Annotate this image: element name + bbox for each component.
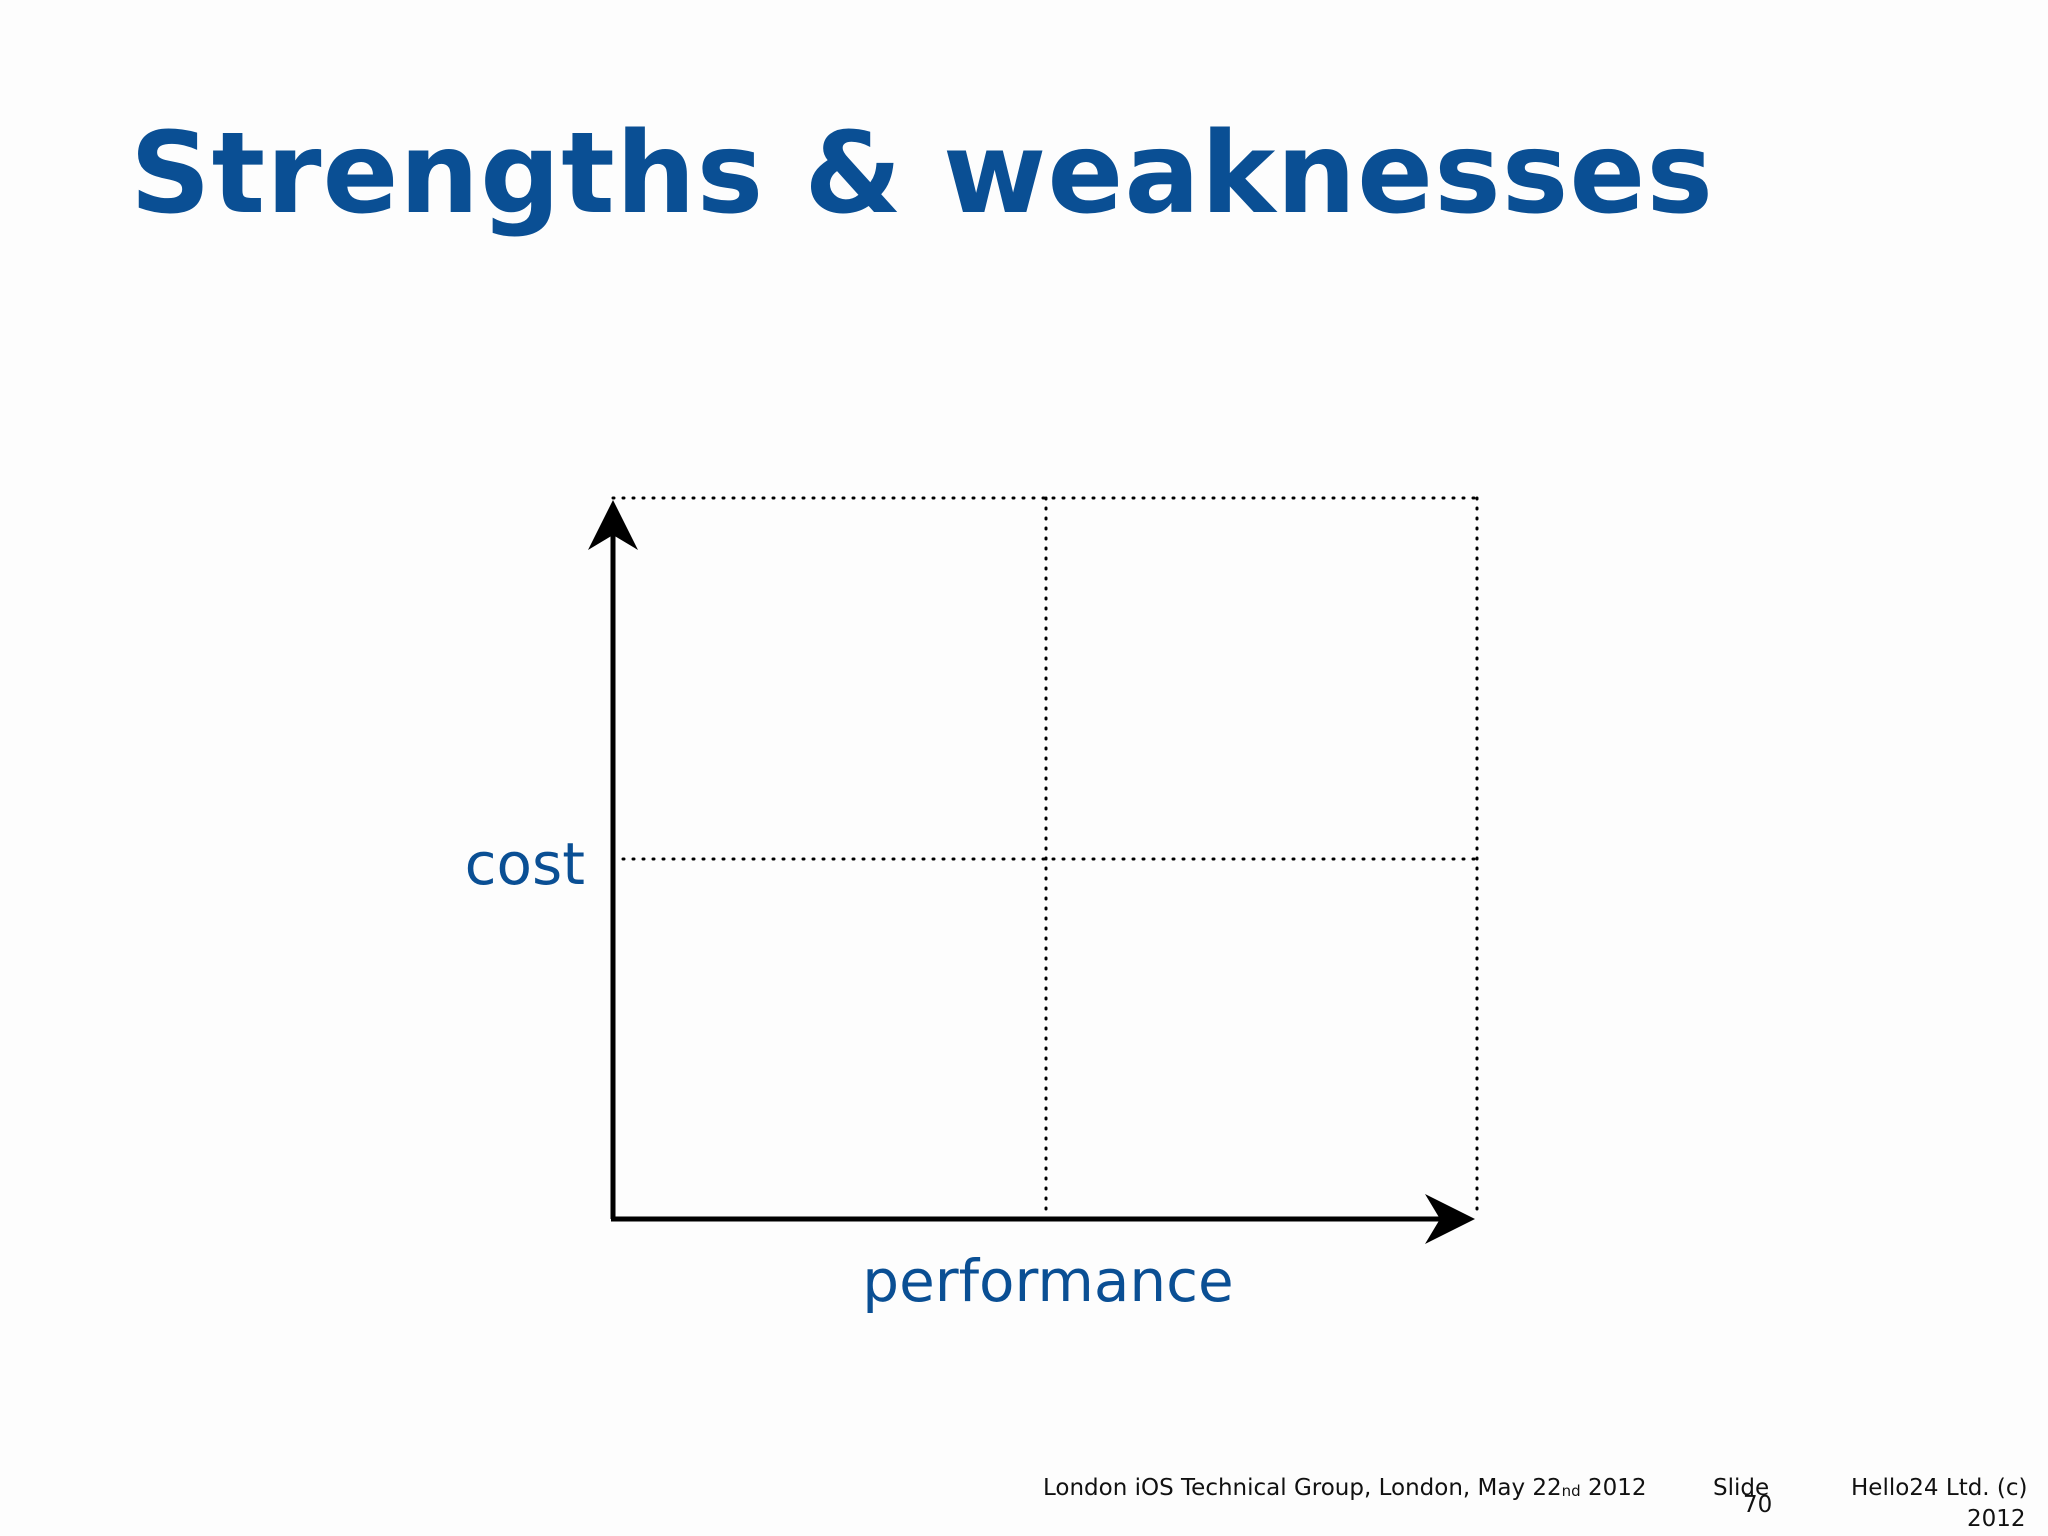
footer-company: Hello24 Ltd. (c) [1851, 1475, 2028, 1501]
slide-title: Strengths & weaknesses [130, 109, 1715, 239]
x-axis-label: performance [862, 1247, 1233, 1315]
footer-slide-number: 70 [1743, 1492, 1773, 1518]
footer-ordinal-suffix: nd [1561, 1482, 1581, 1500]
y-axis-label: cost [465, 830, 585, 898]
footer-event: London iOS Technical Group, London, May … [1043, 1477, 1647, 1500]
footer-event-text: London iOS Technical Group, London, May … [1043, 1475, 1562, 1501]
footer-slide-label: Slide [1713, 1475, 1770, 1501]
footer-event-year: 2012 [1580, 1475, 1647, 1501]
footer-copyright-year: 2012 [1967, 1506, 2026, 1532]
